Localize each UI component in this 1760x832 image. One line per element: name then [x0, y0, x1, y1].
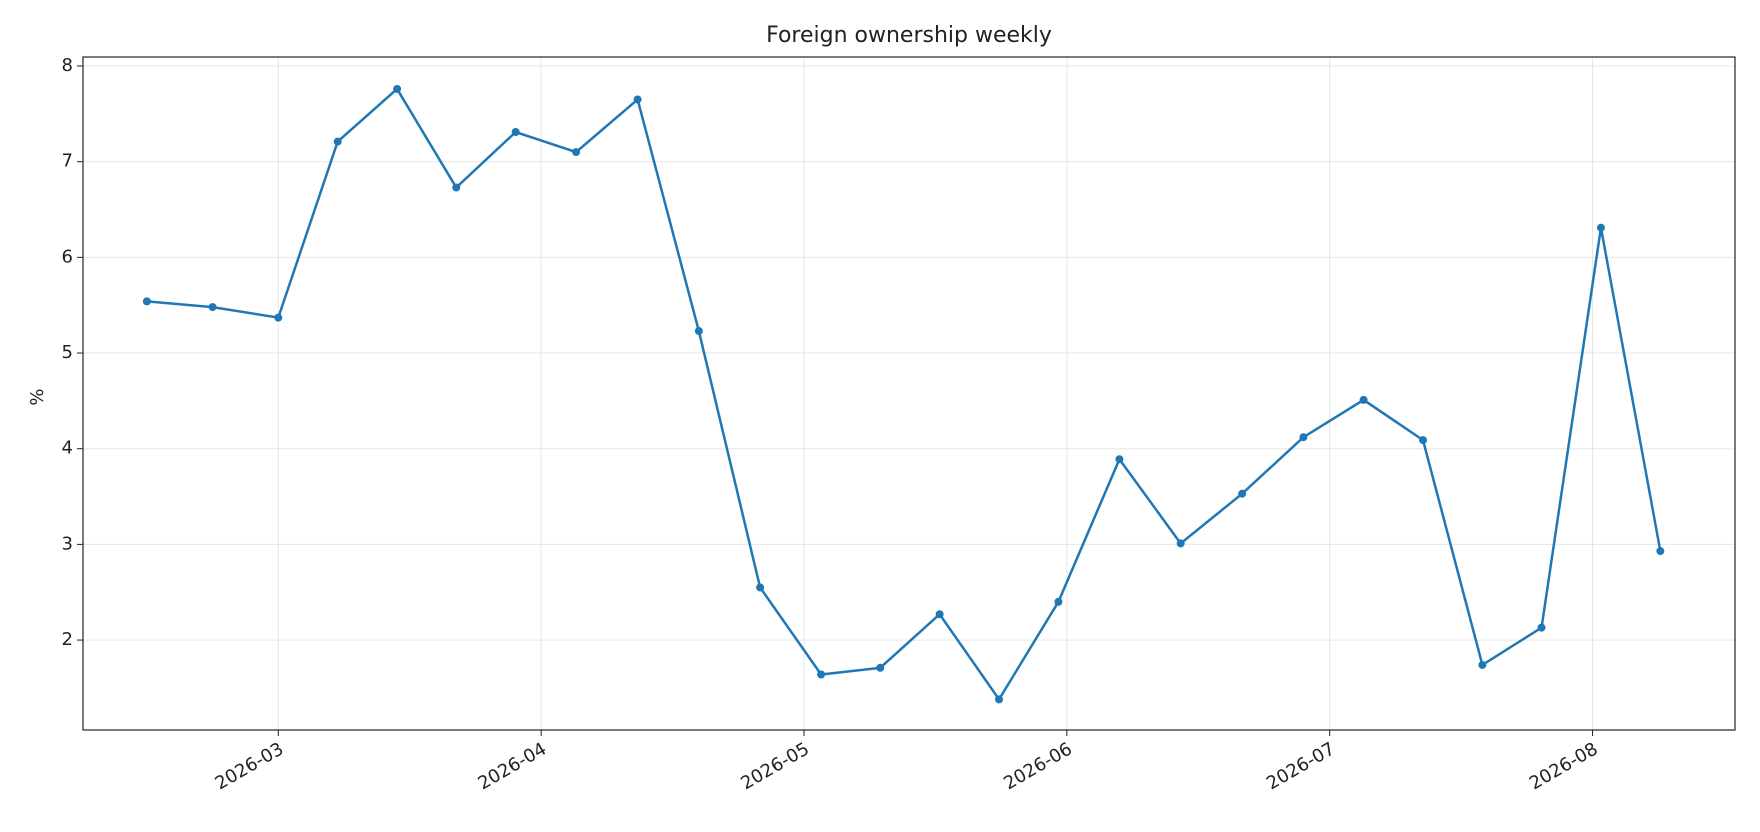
- point: [274, 313, 283, 322]
- chart-title: Foreign ownership weekly: [766, 23, 1052, 48]
- point: [1238, 489, 1247, 498]
- point: [511, 128, 520, 137]
- point: [1418, 436, 1427, 445]
- point: [1596, 223, 1605, 232]
- y-tick-label: 4: [62, 438, 73, 459]
- y-tick-label: 5: [62, 342, 73, 363]
- plot-frame: [82, 56, 1736, 731]
- point: [694, 327, 703, 336]
- point: [1054, 597, 1063, 606]
- x-tick-label: 2026-03: [212, 738, 288, 794]
- point: [1537, 623, 1546, 632]
- y-tick-label: 3: [62, 533, 73, 554]
- x-tick-label: 2026-04: [475, 738, 551, 794]
- point: [572, 148, 581, 157]
- point: [995, 695, 1004, 704]
- point: [208, 303, 217, 312]
- y-tick-label: 6: [62, 246, 73, 267]
- point: [935, 610, 944, 619]
- x-tick-label: 2026-06: [1000, 738, 1076, 794]
- x-tick-label: 2026-08: [1526, 738, 1602, 794]
- point: [1299, 433, 1308, 442]
- grid: [83, 57, 1735, 730]
- point: [817, 670, 826, 679]
- point: [1176, 539, 1185, 548]
- point: [393, 84, 402, 93]
- point: [1359, 395, 1368, 404]
- y-tick-label: 2: [62, 629, 73, 650]
- point: [1656, 547, 1665, 556]
- point: [633, 95, 642, 104]
- y-tick-label: 8: [62, 55, 73, 76]
- y-axis-label: %: [27, 388, 48, 405]
- line: [146, 87, 1662, 702]
- point: [756, 583, 765, 592]
- point: [1478, 660, 1487, 669]
- y-tick-label: 7: [62, 151, 73, 172]
- point: [876, 663, 885, 672]
- point: [452, 183, 461, 192]
- x-tick-label: 2026-07: [1263, 738, 1339, 794]
- point: [333, 137, 342, 146]
- point: [1115, 455, 1124, 464]
- point: [142, 297, 151, 306]
- x-tick-label: 2026-05: [737, 738, 813, 794]
